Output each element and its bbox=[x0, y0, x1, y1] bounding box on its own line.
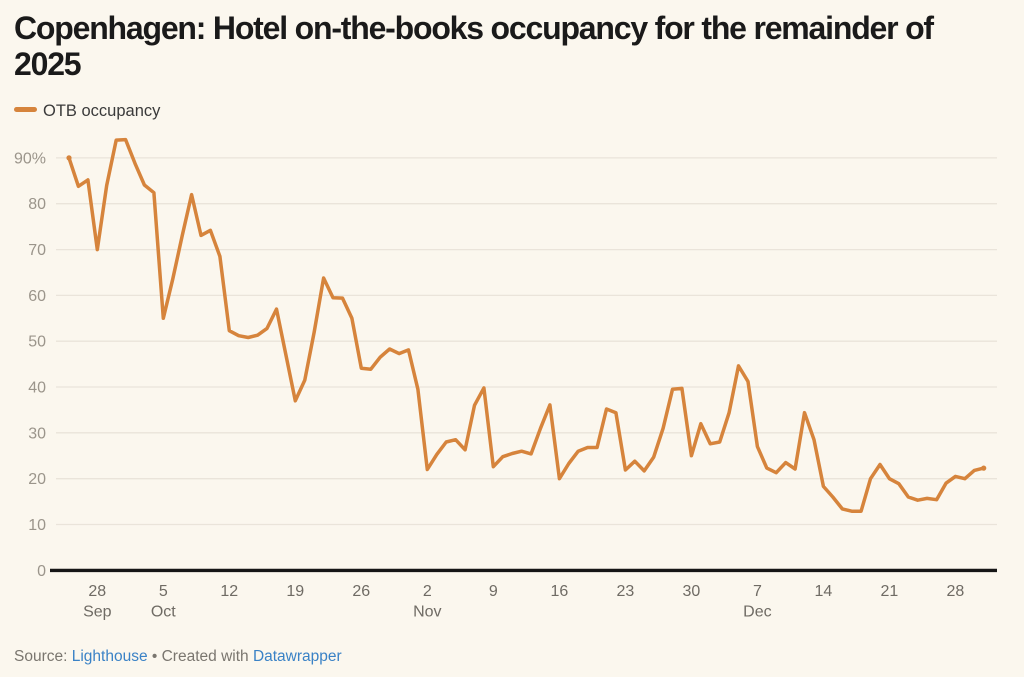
svg-text:30: 30 bbox=[28, 425, 46, 442]
svg-text:Sep: Sep bbox=[83, 604, 112, 621]
svg-text:90%: 90% bbox=[14, 150, 46, 167]
svg-text:21: 21 bbox=[881, 583, 899, 600]
svg-text:9: 9 bbox=[489, 583, 498, 600]
svg-text:80: 80 bbox=[28, 196, 46, 213]
svg-text:14: 14 bbox=[815, 583, 833, 600]
svg-text:Oct: Oct bbox=[151, 604, 176, 621]
svg-text:2: 2 bbox=[423, 583, 432, 600]
svg-text:50: 50 bbox=[28, 334, 46, 351]
svg-text:0: 0 bbox=[37, 563, 46, 580]
svg-text:20: 20 bbox=[28, 471, 46, 488]
svg-text:26: 26 bbox=[352, 583, 370, 600]
svg-text:7: 7 bbox=[753, 583, 762, 600]
svg-text:19: 19 bbox=[286, 583, 304, 600]
svg-text:Nov: Nov bbox=[413, 604, 441, 621]
svg-text:28: 28 bbox=[947, 583, 965, 600]
svg-text:23: 23 bbox=[617, 583, 635, 600]
svg-text:28: 28 bbox=[88, 583, 106, 600]
svg-text:10: 10 bbox=[28, 517, 46, 534]
svg-text:60: 60 bbox=[28, 288, 46, 305]
svg-text:70: 70 bbox=[28, 242, 46, 259]
svg-text:12: 12 bbox=[220, 583, 238, 600]
svg-text:30: 30 bbox=[683, 583, 701, 600]
svg-text:40: 40 bbox=[28, 380, 46, 397]
svg-text:5: 5 bbox=[159, 583, 168, 600]
svg-text:16: 16 bbox=[551, 583, 569, 600]
svg-text:Dec: Dec bbox=[743, 604, 771, 621]
